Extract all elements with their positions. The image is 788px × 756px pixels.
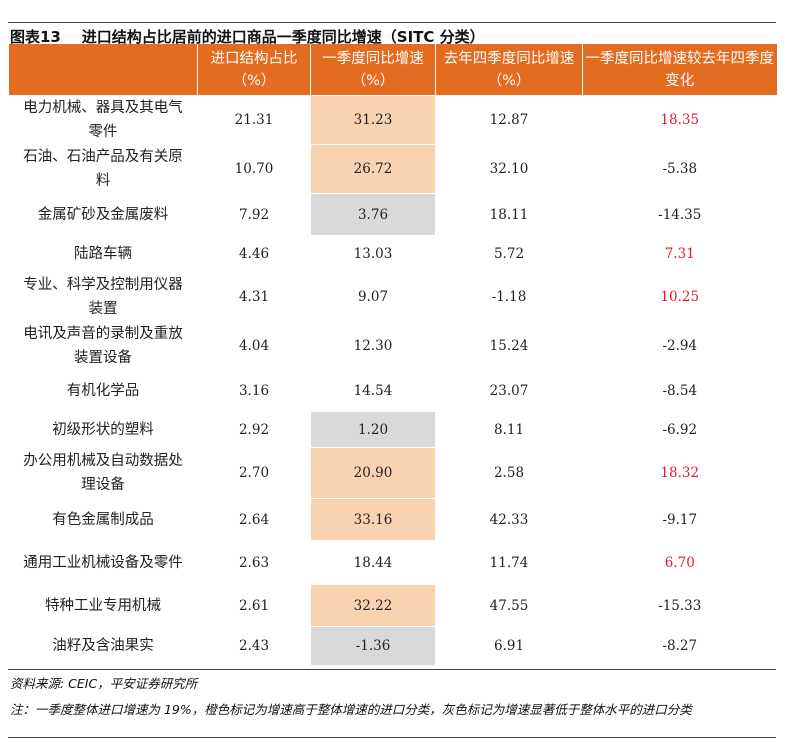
share-cell: 2.63 (197, 540, 311, 585)
header-name (8, 44, 198, 96)
share-cell: 2.70 (197, 447, 311, 499)
q4-growth-cell: 32.10 (435, 144, 583, 194)
row-name: 办公用机械及自动数据处理设备 (8, 447, 198, 499)
row-name: 有色金属制成品 (8, 498, 198, 541)
q1-growth-cell: 20.90 (310, 447, 436, 499)
row-name: 专业、科学及控制用仪器装置 (8, 271, 198, 322)
table-row: 有色金属制成品 2.64 33.16 42.33 -9.17 (8, 498, 777, 541)
table-row: 电力机械、器具及其电气零件 21.31 31.23 12.87 18.35 (8, 95, 777, 145)
q1-growth-cell: 1.20 (310, 411, 436, 448)
row-name: 电力机械、器具及其电气零件 (8, 95, 198, 145)
share-cell: 3.16 (197, 370, 311, 412)
change-cell: 10.25 (582, 271, 777, 322)
q1-growth-cell: 33.16 (310, 498, 436, 541)
q4-growth-cell: 42.33 (435, 498, 583, 541)
row-name: 特种工业专用机械 (8, 584, 198, 627)
table-row: 金属矿砂及金属废料 7.92 3.76 18.11 -14.35 (8, 193, 777, 236)
change-cell: -9.17 (582, 498, 777, 541)
q1-growth-cell: 14.54 (310, 370, 436, 412)
change-cell: 7.31 (582, 235, 777, 272)
footer-rule (8, 669, 776, 670)
table-row: 办公用机械及自动数据处理设备 2.70 20.90 2.58 18.32 (8, 447, 777, 499)
data-table: 进口结构占比（%） 一季度同比增速（%） 去年四季度同比增速（%） 一季度同比增… (8, 44, 777, 665)
header-row: 进口结构占比（%） 一季度同比增速（%） 去年四季度同比增速（%） 一季度同比增… (8, 44, 777, 96)
q4-growth-cell: 2.58 (435, 447, 583, 499)
row-name: 陆路车辆 (8, 235, 198, 272)
row-name: 通用工业机械设备及零件 (8, 540, 198, 585)
table-row: 电讯及声音的录制及重放装置设备 4.04 12.30 15.24 -2.94 (8, 321, 777, 371)
top-rule (8, 22, 776, 23)
footnote: 注：一季度整体进口增速为 19%，橙色标记为增速高于整体增速的进口分类，灰色标记… (10, 702, 692, 717)
change-cell: 18.32 (582, 447, 777, 499)
change-cell: -8.54 (582, 370, 777, 412)
change-cell: 6.70 (582, 540, 777, 585)
q1-growth-cell: -1.36 (310, 626, 436, 665)
header-q1-growth: 一季度同比增速（%） (310, 44, 436, 96)
q4-growth-cell: -1.18 (435, 271, 583, 322)
q4-growth-cell: 47.55 (435, 584, 583, 627)
row-name: 石油、石油产品及有关原料 (8, 144, 198, 194)
row-name: 电讯及声音的录制及重放装置设备 (8, 321, 198, 371)
table-row: 初级形状的塑料 2.92 1.20 8.11 -6.92 (8, 411, 777, 448)
q4-growth-cell: 15.24 (435, 321, 583, 371)
share-cell: 10.70 (197, 144, 311, 194)
q4-growth-cell: 11.74 (435, 540, 583, 585)
q1-growth-cell: 12.30 (310, 321, 436, 371)
change-cell: -14.35 (582, 193, 777, 236)
q1-growth-cell: 18.44 (310, 540, 436, 585)
share-cell: 2.64 (197, 498, 311, 541)
table-row: 有机化学品 3.16 14.54 23.07 -8.54 (8, 370, 777, 412)
table-row: 专业、科学及控制用仪器装置 4.31 9.07 -1.18 10.25 (8, 271, 777, 322)
header-q4-growth: 去年四季度同比增速（%） (435, 44, 583, 96)
q4-growth-cell: 23.07 (435, 370, 583, 412)
change-cell: -15.33 (582, 584, 777, 627)
share-cell: 4.46 (197, 235, 311, 272)
q4-growth-cell: 6.91 (435, 626, 583, 665)
q1-growth-cell: 13.03 (310, 235, 436, 272)
q1-growth-cell: 31.23 (310, 95, 436, 145)
row-name: 初级形状的塑料 (8, 411, 198, 448)
change-cell: -8.27 (582, 626, 777, 665)
change-cell: -6.92 (582, 411, 777, 448)
q1-growth-cell: 26.72 (310, 144, 436, 194)
change-cell: -5.38 (582, 144, 777, 194)
source-note: 资料来源: CEIC，平安证券研究所 (10, 676, 198, 691)
share-cell: 21.31 (197, 95, 311, 145)
header-change: 一季度同比增速较去年四季度变化 (582, 44, 777, 96)
share-cell: 2.43 (197, 626, 311, 665)
q1-growth-cell: 3.76 (310, 193, 436, 236)
q1-growth-cell: 9.07 (310, 271, 436, 322)
share-cell: 2.92 (197, 411, 311, 448)
change-cell: -2.94 (582, 321, 777, 371)
q4-growth-cell: 18.11 (435, 193, 583, 236)
table-row: 陆路车辆 4.46 13.03 5.72 7.31 (8, 235, 777, 272)
share-cell: 4.31 (197, 271, 311, 322)
share-cell: 4.04 (197, 321, 311, 371)
table-row: 通用工业机械设备及零件 2.63 18.44 11.74 6.70 (8, 540, 777, 585)
table-row: 油籽及含油果实 2.43 -1.36 6.91 -8.27 (8, 626, 777, 665)
q4-growth-cell: 5.72 (435, 235, 583, 272)
bottom-rule (8, 737, 776, 738)
share-cell: 7.92 (197, 193, 311, 236)
row-name: 油籽及含油果实 (8, 626, 198, 665)
table-row: 特种工业专用机械 2.61 32.22 47.55 -15.33 (8, 584, 777, 627)
q4-growth-cell: 12.87 (435, 95, 583, 145)
q4-growth-cell: 8.11 (435, 411, 583, 448)
row-name: 金属矿砂及金属废料 (8, 193, 198, 236)
change-cell: 18.35 (582, 95, 777, 145)
q1-growth-cell: 32.22 (310, 584, 436, 627)
header-share: 进口结构占比（%） (197, 44, 311, 96)
table-row: 石油、石油产品及有关原料 10.70 26.72 32.10 -5.38 (8, 144, 777, 194)
figure-title: 图表13 进口结构占比居前的进口商品一季度同比增速（SITC 分类） (10, 28, 485, 46)
share-cell: 2.61 (197, 584, 311, 627)
row-name: 有机化学品 (8, 370, 198, 412)
